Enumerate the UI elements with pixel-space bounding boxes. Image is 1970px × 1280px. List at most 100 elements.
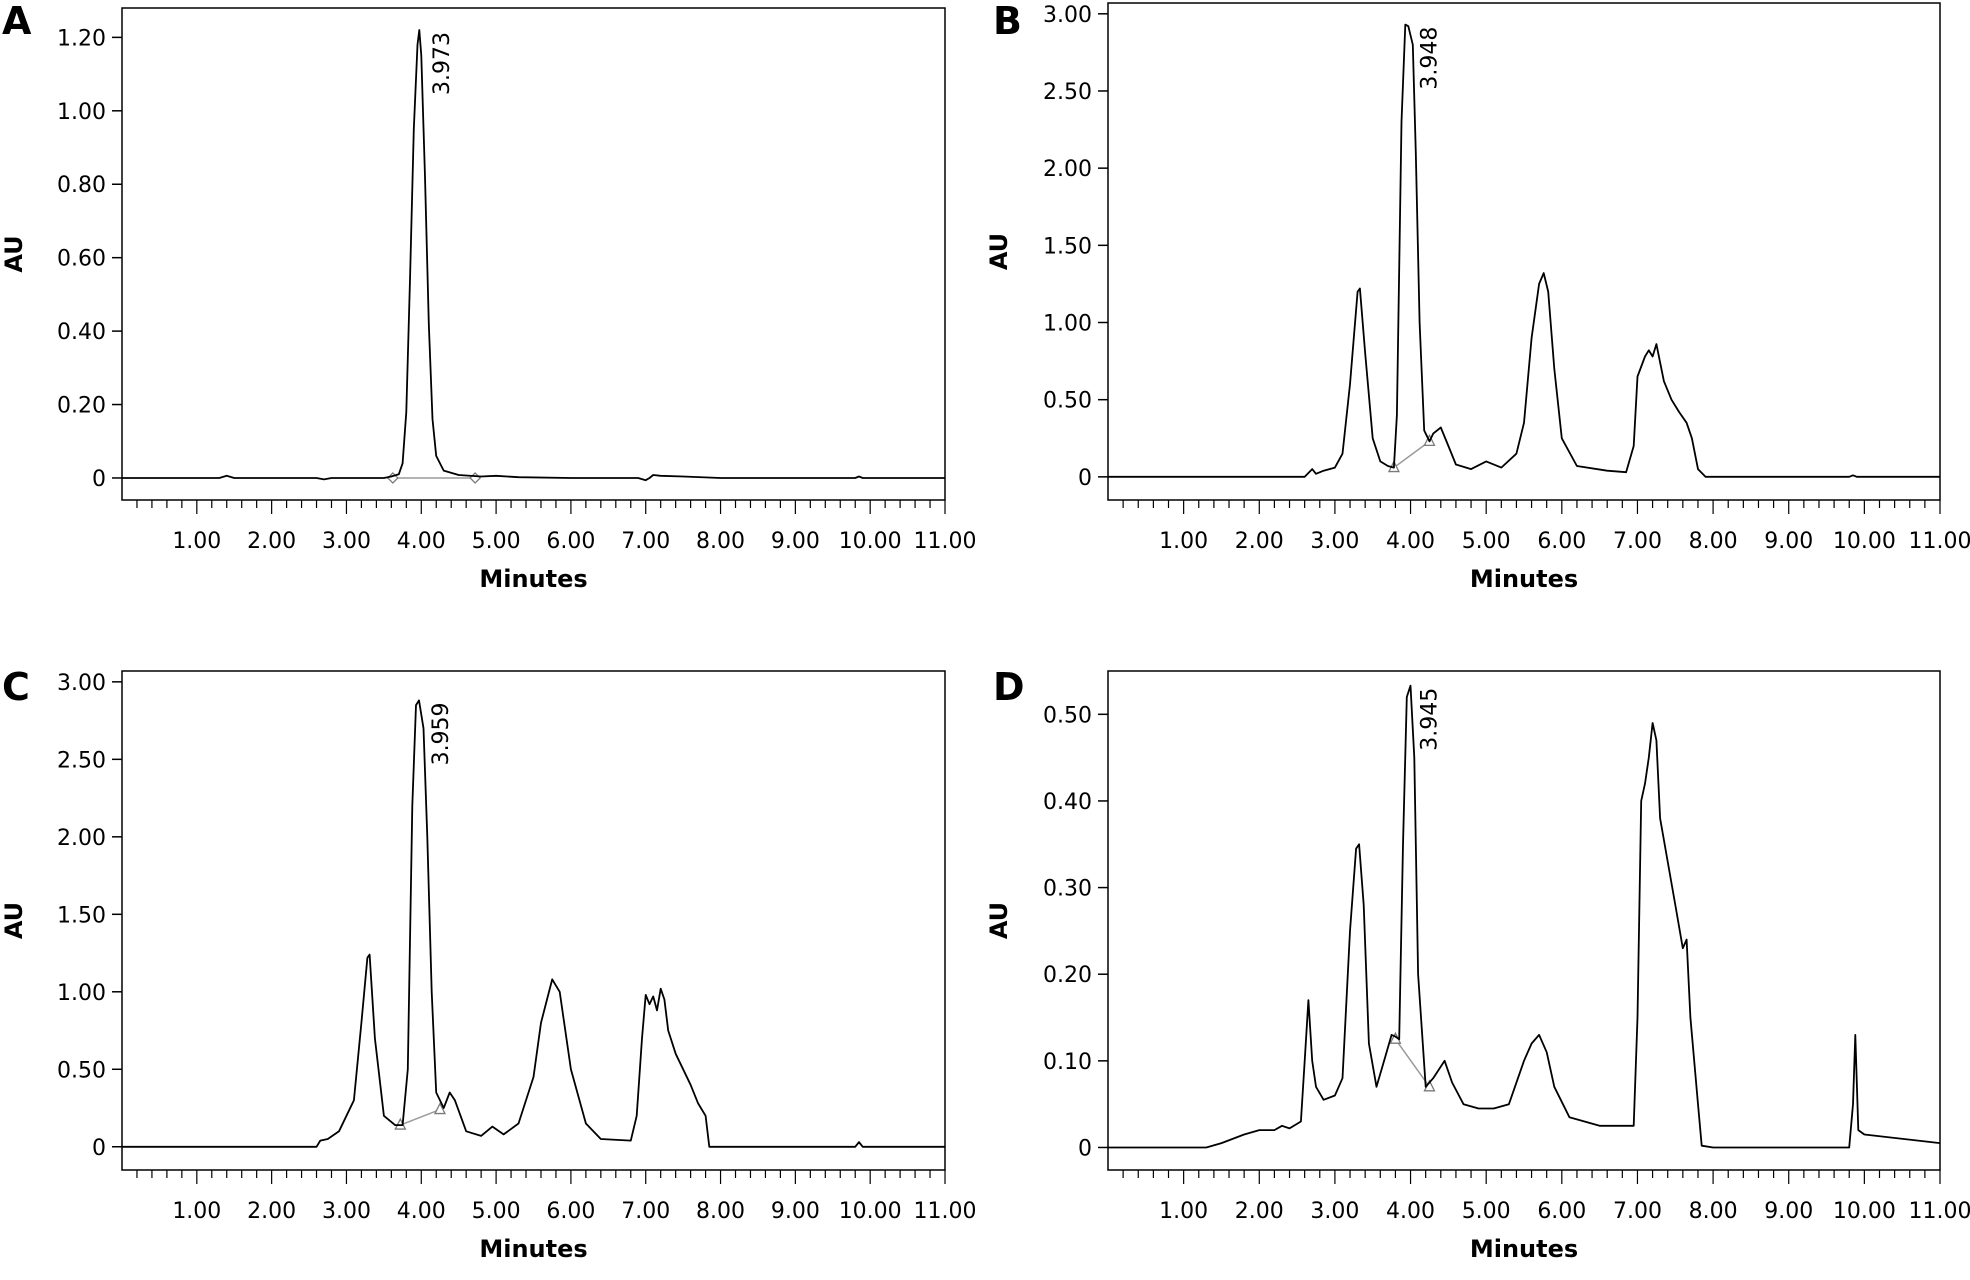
x-tick-label: 7.00	[621, 1199, 670, 1224]
x-tick-label: 10.00	[1833, 529, 1896, 554]
chart-c: 0 0.50 1.00 1.50 2.00 2.50 3.00 1.00 2.00 3.00 4.0…	[0, 670, 977, 1263]
x-tick-label: 3.00	[322, 529, 371, 554]
x-tick-label: 8.00	[696, 529, 745, 554]
x-tick-label: 2.00	[1235, 1199, 1284, 1224]
y-tick-label: 1.50	[57, 903, 106, 928]
y-tick-label: 2.50	[1043, 80, 1092, 105]
x-tick-label: 6.00	[1537, 529, 1586, 554]
x-axis-title: Minutes	[1470, 1235, 1578, 1263]
chromatogram-trace	[122, 29, 945, 482]
x-tick-label: 1.00	[172, 529, 221, 554]
x-tick-label: 5.00	[472, 1199, 521, 1224]
peak-label: 3.948	[1418, 27, 1443, 90]
x-tick-label: 2.00	[247, 1199, 296, 1224]
panel-a: A 0 0.20 0.40 0.60 0.80 1.00 1.20 1.00 2.00 3.00 4…	[0, 0, 985, 640]
x-tick-label: 4.00	[397, 1199, 446, 1224]
x-axis-title: Minutes	[479, 565, 587, 593]
y-tick-label: 2.50	[57, 748, 106, 773]
x-tick-label: 9.00	[1764, 529, 1813, 554]
x-tick-label: 3.00	[322, 1199, 371, 1224]
panel-c: C 0 0.50 1.00 1.50 2.00 2.50 3.00 1.00 2.00 3.00 4…	[0, 640, 985, 1280]
x-tick-label: 7.00	[1613, 1199, 1662, 1224]
y-axis-title: AU	[985, 902, 1013, 939]
y-tick-label: 0	[1078, 466, 1092, 491]
chart-a: 0 0.20 0.40 0.60 0.80 1.00 1.20 1.00 2.00 3.00 4.0…	[0, 7, 977, 593]
integration-baseline	[400, 1108, 441, 1126]
y-tick-label: 0.20	[1043, 963, 1092, 988]
plot-frame	[1107, 670, 1941, 1171]
x-tick-label: 9.00	[771, 529, 820, 554]
x-tick-label: 7.00	[1613, 529, 1662, 554]
x-tick-label: 8.00	[1689, 529, 1738, 554]
plot-frame	[1107, 2, 1941, 501]
peak-label: 3.945	[1417, 688, 1442, 751]
x-tick-label: 8.00	[1689, 1199, 1738, 1224]
chromatogram-trace	[122, 699, 945, 1148]
x-tick-label: 1.00	[172, 1199, 221, 1224]
y-axis-title: AU	[0, 235, 28, 272]
y-tick-label: 1.00	[57, 100, 106, 125]
x-tick-label: 6.00	[1537, 1199, 1586, 1224]
panel-letter: A	[2, 0, 32, 43]
x-tick-label: 9.00	[1764, 1199, 1813, 1224]
chromatogram-trace	[1108, 23, 1940, 478]
x-tick-label: 7.00	[621, 529, 670, 554]
y-tick-label: 0	[92, 467, 106, 492]
y-tick-label: 0.60	[57, 247, 106, 272]
x-tick-label: 11.00	[914, 529, 977, 554]
peak-label: 3.973	[430, 32, 455, 95]
x-tick-label: 1.00	[1159, 529, 1208, 554]
x-tick-label: 2.00	[247, 529, 296, 554]
y-tick-label: 2.00	[57, 826, 106, 851]
y-tick-label: 1.00	[57, 981, 106, 1006]
y-tick-label: 3.00	[1043, 3, 1092, 28]
panel-b: B 0 0.50 1.00 1.50 2.00 2.50 3.00 1.00 2.00 3.00 4…	[985, 0, 1970, 640]
panel-letter: C	[2, 665, 30, 709]
x-tick-label: 3.00	[1310, 529, 1359, 554]
y-tick-label: 0.80	[57, 173, 106, 198]
x-tick-label: 5.00	[472, 529, 521, 554]
chart-b: 0 0.50 1.00 1.50 2.00 2.50 3.00 1.00 2.00 3.00 4.0…	[985, 2, 1970, 593]
x-tick-label: 4.00	[1386, 529, 1435, 554]
x-tick-label: 9.00	[771, 1199, 820, 1224]
x-tick-label: 6.00	[546, 1199, 595, 1224]
peak-label: 3.959	[429, 702, 454, 765]
y-tick-label: 0.40	[57, 320, 106, 345]
y-tick-label: 0	[92, 1136, 106, 1161]
x-tick-label: 4.00	[397, 529, 446, 554]
x-tick-label: 10.00	[1833, 1199, 1896, 1224]
x-tick-label: 5.00	[1462, 1199, 1511, 1224]
y-tick-label: 2.00	[1043, 157, 1092, 182]
y-tick-label: 0.50	[1043, 389, 1092, 414]
y-tick-label: 1.00	[1043, 312, 1092, 337]
chromatogram-trace	[1108, 684, 1941, 1149]
y-tick-label: 0.30	[1043, 877, 1092, 902]
integration-marker	[433, 1102, 447, 1115]
y-tick-label: 0.40	[1043, 790, 1092, 815]
plot-frame	[121, 7, 946, 501]
chart-d: 0 0.10 0.20 0.30 0.40 0.50 1.00 2.00 3.00 4.00 5.0…	[985, 670, 1970, 1263]
x-tick-label: 4.00	[1386, 1199, 1435, 1224]
x-tick-label: 11.00	[914, 1199, 977, 1224]
y-axis-title: AU	[985, 233, 1013, 270]
x-axis-title: Minutes	[1470, 565, 1578, 593]
x-tick-label: 2.00	[1235, 529, 1284, 554]
y-tick-label: 1.50	[1043, 234, 1092, 259]
panel-letter: B	[993, 0, 1022, 43]
integration-baseline	[1394, 1038, 1431, 1088]
x-tick-label: 10.00	[839, 529, 902, 554]
x-tick-label: 10.00	[839, 1199, 902, 1224]
x-tick-label: 11.00	[1909, 529, 1970, 554]
integration-marker	[469, 472, 482, 484]
x-axis-title: Minutes	[479, 1235, 587, 1263]
x-tick-label: 6.00	[546, 529, 595, 554]
panel-d: D 0 0.10 0.20 0.30 0.40 0.50 1.00 2.00 3.00 4.00 5…	[985, 640, 1970, 1280]
y-tick-label: 1.20	[57, 26, 106, 51]
integration-baseline	[1393, 440, 1430, 469]
y-tick-label: 0	[1078, 1136, 1092, 1161]
panel-letter: D	[993, 665, 1025, 709]
x-tick-label: 1.00	[1159, 1199, 1208, 1224]
x-tick-label: 11.00	[1909, 1199, 1970, 1224]
y-tick-label: 0.50	[1043, 703, 1092, 728]
